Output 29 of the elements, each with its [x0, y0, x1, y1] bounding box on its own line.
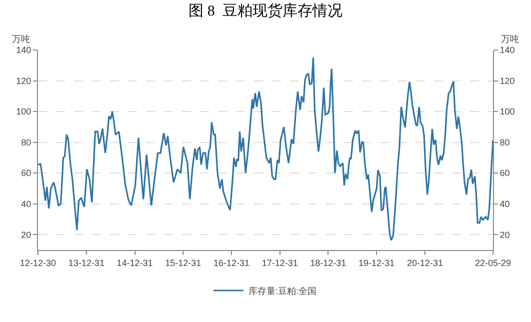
y2-tick-label: 40 [500, 199, 510, 209]
y-tick-label: 100 [16, 106, 32, 117]
y2-tick-label: 140 [500, 45, 515, 56]
x-tick-label: 14-12-31 [116, 258, 153, 268]
x-tick-label: 16-12-31 [214, 258, 250, 268]
y-tick-label: 40 [21, 199, 32, 209]
y-tick-label: 20 [21, 230, 32, 240]
x-tick-label: 17-12-31 [262, 258, 298, 268]
x-tick-label: 15-12-31 [165, 258, 202, 268]
x-tick-label: 20-12-31 [406, 258, 443, 268]
x-tick-label: 22-05-29 [474, 258, 512, 268]
y2-tick-label: 80 [500, 137, 510, 148]
y2-tick-label: 100 [500, 106, 515, 117]
line-series [38, 56, 493, 241]
x-tick-label: 18-12-31 [310, 258, 346, 268]
y-tick-label: 80 [21, 137, 32, 148]
y-axis-title: 万吨 [12, 34, 30, 44]
y2-tick-label: 60 [500, 168, 510, 178]
legend-label: 库存量:豆粕:全国 [248, 286, 317, 296]
y-tick-label: 140 [16, 45, 32, 56]
chart-title: 图 8 豆粕现货库存情况 [188, 2, 342, 20]
x-tick-label: 19-12-31 [358, 258, 395, 268]
y2-axis-title: 万吨 [501, 34, 519, 44]
y2-tick-label: 120 [500, 76, 515, 86]
y2-tick-label: 20 [500, 230, 510, 240]
y-tick-label: 120 [16, 76, 32, 86]
x-tick-label: 13-12-31 [68, 258, 104, 268]
x-tick-label: 12-12-30 [20, 258, 56, 268]
y-tick-label: 60 [21, 168, 32, 178]
